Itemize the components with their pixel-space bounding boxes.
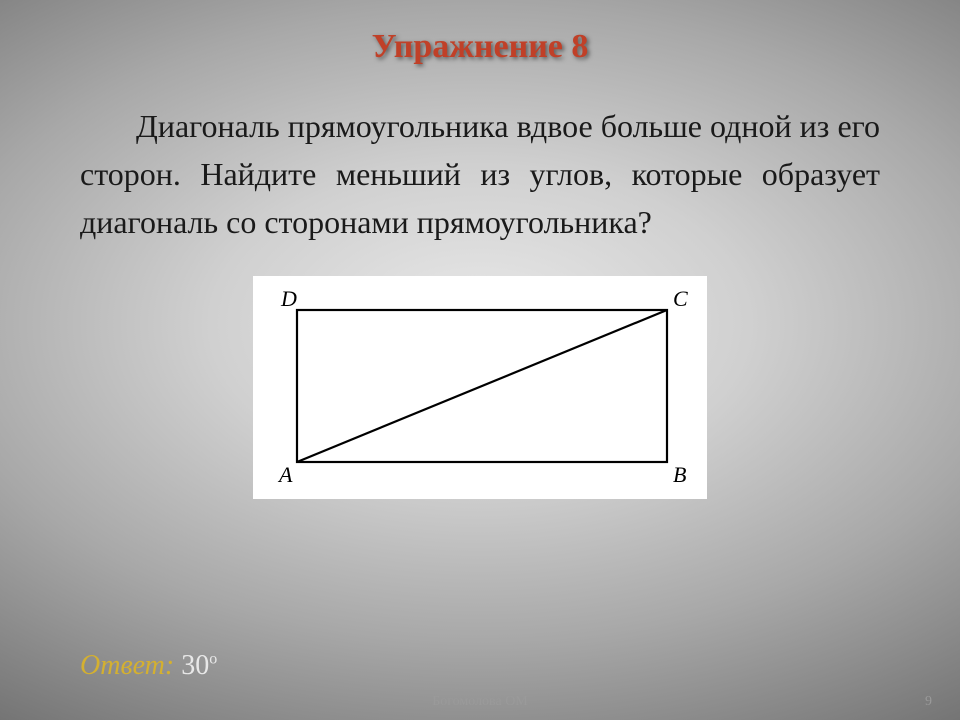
svg-text:C: C <box>673 286 688 311</box>
answer-number: 30 <box>181 650 209 681</box>
answer-label: Ответ: <box>80 650 174 681</box>
page-number: 9 <box>925 694 932 710</box>
svg-text:B: B <box>673 462 686 484</box>
figure-container: D C A B <box>80 276 880 499</box>
diagram-svg: D C A B <box>265 284 695 484</box>
answer-degree: о <box>209 651 217 668</box>
rectangle-diagram: D C A B <box>253 276 707 499</box>
slide: Упражнение 8 Диагональ прямоугольника вд… <box>0 0 960 720</box>
exercise-title: Упражнение 8 <box>80 28 880 66</box>
svg-text:D: D <box>280 286 297 311</box>
answer-value: 30о <box>181 650 217 681</box>
answer: Ответ: 30о <box>80 650 217 682</box>
problem-text: Диагональ прямоугольника вдвое больше од… <box>80 102 880 246</box>
author-footer: Богомолова ОМ <box>432 694 528 710</box>
svg-text:A: A <box>277 462 293 484</box>
